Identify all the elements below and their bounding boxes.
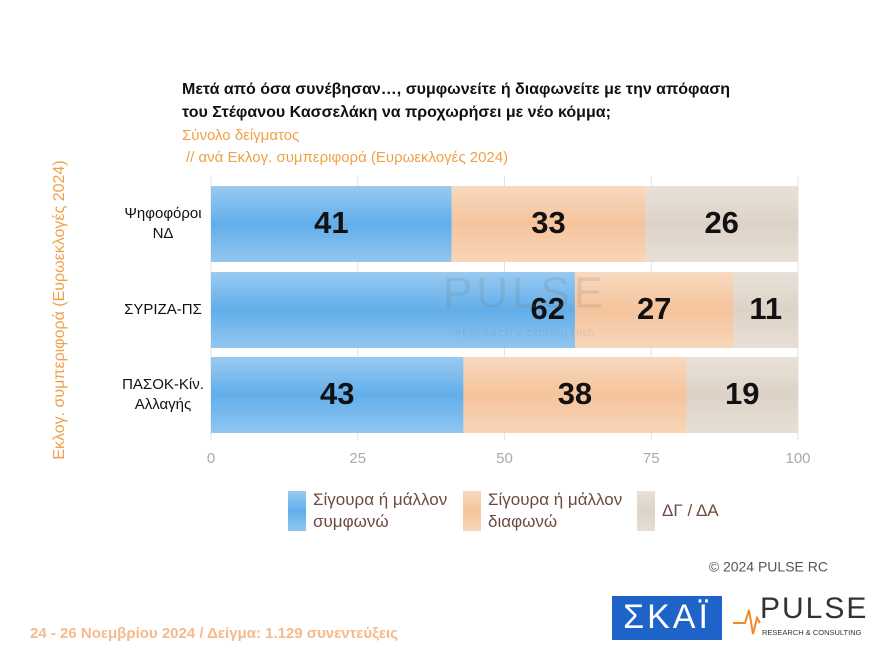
bar-shine (574, 272, 734, 348)
x-tick-label: 50 (496, 450, 513, 467)
legend-swatch-shine (463, 491, 481, 531)
bar-shine (645, 186, 798, 262)
bar-shine (463, 357, 687, 433)
copyright: © 2024 PULSE RC (709, 559, 828, 575)
footer: 24 - 26 Νοεμβρίου 2024 / Δείγμα: 1.129 σ… (30, 625, 398, 642)
y-tick-label: ΣΥΡΙΖΑ-ΠΣ (124, 301, 202, 318)
y-tick-label: ΠΑΣΟΚ-Κίν. (122, 376, 204, 393)
value-label: 19 (725, 376, 759, 411)
bar-shine (451, 186, 646, 262)
watermark-sub: RESEARCH & CONSULTING (455, 328, 595, 338)
y-tick-label: Ψηφοφόροι (124, 205, 201, 222)
value-label: 62 (530, 291, 564, 326)
watermark: PULSE RESEARCH & CONSULTING (443, 269, 607, 339)
bar-shine (686, 357, 798, 433)
watermark-text: PULSE (443, 269, 607, 318)
legend-swatch-shine (637, 491, 655, 531)
value-label: 33 (531, 205, 565, 240)
value-label: 11 (749, 291, 782, 326)
legend-swatch-shine (288, 491, 306, 531)
value-label: 41 (314, 205, 348, 240)
value-label: 27 (637, 291, 671, 326)
chart-subtitle: Σύνολο δείγματος (182, 127, 299, 144)
x-tick-label: 100 (785, 450, 810, 467)
pulse-logo-sub: RESEARCH & CONSULTING (762, 628, 862, 637)
x-tick-label: 0 (207, 450, 215, 467)
chart-title: Μετά από όσα συνέβησαν…, συμφωνείτε ή δι… (182, 81, 730, 98)
y-axis-label: Εκλογ. συμπεριφορά (Ευρωεκλογές 2024) (51, 160, 68, 459)
y-tick-label: Αλλαγής (135, 396, 192, 413)
chart-subtitle: // ανά Εκλογ. συμπεριφορά (Ευρωεκλογές 2… (186, 149, 508, 166)
bar-shine (211, 272, 575, 348)
legend-label: Σίγουρα ή μάλλον συμφωνώ (313, 490, 448, 531)
pulse-logo-text: PULSE (760, 592, 868, 625)
skai-logo-text: ΣΚΑΪ (623, 598, 711, 636)
x-tick-label: 75 (643, 450, 660, 467)
value-label: 43 (320, 376, 354, 411)
bar-shine (733, 272, 798, 348)
value-label: 38 (558, 376, 592, 411)
legend-label: ΔΓ / ΔΑ (662, 501, 719, 520)
pulse-logo-icon (733, 609, 761, 635)
skai-logo (612, 596, 722, 640)
value-label: 26 (704, 205, 738, 240)
bar-shine (211, 186, 452, 262)
x-tick-label: 25 (349, 450, 366, 467)
chart-title: του Στέφανου Κασσελάκη να προχωρήσει με … (182, 104, 611, 121)
bar-shine (211, 357, 464, 433)
y-tick-label: ΝΔ (153, 225, 174, 242)
legend-label: Σίγουρα ή μάλλον διαφωνώ (488, 490, 623, 531)
